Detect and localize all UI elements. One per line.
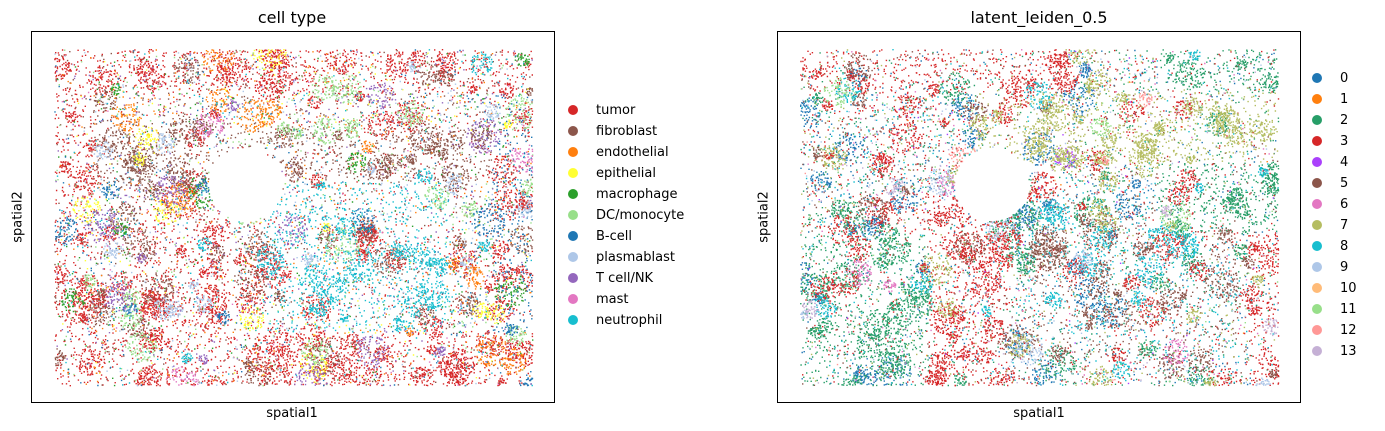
legend-label: 8 xyxy=(1340,238,1349,254)
scatter-points-tumor xyxy=(54,49,534,387)
legend-label: 3 xyxy=(1340,133,1349,149)
legend-label: 10 xyxy=(1340,280,1357,296)
legend-marker xyxy=(1312,346,1322,356)
legend-marker xyxy=(1312,178,1322,188)
legend-label: 1 xyxy=(1340,91,1349,107)
scatter-points-endothelial xyxy=(57,49,532,385)
scatter-points-t-cell-nk xyxy=(55,49,533,387)
legend-label: 4 xyxy=(1340,154,1349,170)
legend-entry-4: 4 xyxy=(1312,152,1348,172)
legend-marker xyxy=(1312,94,1322,104)
legend-marker xyxy=(1312,136,1322,146)
legend-entry-1: 1 xyxy=(1312,89,1348,109)
legend-entry-plasmablast: plasmablast xyxy=(568,247,675,267)
right-scatter xyxy=(800,49,1280,387)
left-plot-area xyxy=(31,31,555,403)
legend-label: 9 xyxy=(1340,259,1349,275)
legend-entry-fibroblast: fibroblast xyxy=(568,121,657,141)
legend-entry-11: 11 xyxy=(1312,299,1357,319)
legend-marker xyxy=(1312,220,1322,230)
legend-label: tumor xyxy=(596,102,636,118)
right-plot-area xyxy=(777,31,1301,403)
legend-label: 12 xyxy=(1340,322,1357,338)
left-legend: tumor fibroblast endothelial epithelial macr… xyxy=(568,100,708,335)
legend-label: 0 xyxy=(1340,70,1349,86)
legend-label: endothelial xyxy=(596,144,669,160)
legend-marker xyxy=(568,147,578,157)
right-x-axis-label: spatial1 xyxy=(1013,406,1065,421)
legend-marker xyxy=(568,273,578,283)
left-x-axis-label: spatial1 xyxy=(266,406,318,421)
legend-entry-endothelial: endothelial xyxy=(568,142,669,162)
legend-label: macrophage xyxy=(596,186,678,202)
legend-marker xyxy=(1312,325,1322,335)
legend-label: fibroblast xyxy=(596,123,658,139)
legend-label: 6 xyxy=(1340,196,1349,212)
legend-marker xyxy=(568,168,578,178)
legend-entry-tumor: tumor xyxy=(568,100,635,120)
legend-entry-13: 13 xyxy=(1312,341,1357,361)
legend-marker xyxy=(1312,199,1322,209)
legend-label: 11 xyxy=(1340,301,1357,317)
legend-marker xyxy=(1312,283,1322,293)
legend-label: DC/monocyte xyxy=(596,207,685,223)
legend-entry-2: 2 xyxy=(1312,110,1348,130)
legend-marker xyxy=(568,252,578,262)
legend-label: 7 xyxy=(1340,217,1349,233)
legend-label: T cell/NK xyxy=(596,270,654,286)
legend-label: 2 xyxy=(1340,112,1349,128)
scatter-points-plasmablast xyxy=(54,52,533,387)
legend-entry-0: 0 xyxy=(1312,68,1348,88)
legend-label: 5 xyxy=(1340,175,1349,191)
left-plot-title: cell type xyxy=(257,8,327,27)
legend-entry-7: 7 xyxy=(1312,215,1348,235)
legend-marker xyxy=(1312,115,1322,125)
legend-marker xyxy=(568,315,578,325)
legend-entry-t-cell-nk: T cell/NK xyxy=(568,268,653,288)
legend-marker xyxy=(1312,73,1322,83)
legend-marker xyxy=(568,105,578,115)
legend-marker xyxy=(568,210,578,220)
legend-entry-3: 3 xyxy=(1312,131,1348,151)
legend-entry-b-cell: B-cell xyxy=(568,226,632,246)
legend-marker xyxy=(568,294,578,304)
right-y-axis-label: spatial2 xyxy=(756,191,772,243)
legend-label: epithelial xyxy=(596,165,656,181)
legend-marker xyxy=(1312,241,1322,251)
legend-marker xyxy=(1312,157,1322,167)
legend-entry-8: 8 xyxy=(1312,236,1348,256)
legend-marker xyxy=(568,189,578,199)
legend-marker xyxy=(1312,304,1322,314)
legend-entry-macrophage: macrophage xyxy=(568,184,678,204)
legend-label: mast xyxy=(596,291,629,307)
legend-label: neutrophil xyxy=(596,312,663,328)
legend-marker xyxy=(568,231,578,241)
left-scatter xyxy=(54,49,534,387)
legend-entry-9: 9 xyxy=(1312,257,1348,277)
legend-marker xyxy=(1312,262,1322,272)
left-y-axis-label: spatial2 xyxy=(10,191,26,243)
legend-entry-10: 10 xyxy=(1312,278,1357,298)
right-legend: 0 1 2 3 4 5 6 7 8 9 10 11 12 13 xyxy=(1312,68,1382,363)
legend-entry-mast: mast xyxy=(568,289,629,309)
legend-marker xyxy=(568,126,578,136)
legend-entry-6: 6 xyxy=(1312,194,1348,214)
legend-entry-neutrophil: neutrophil xyxy=(568,310,662,330)
legend-entry-dc-monocyte: DC/monocyte xyxy=(568,205,684,225)
legend-label: B-cell xyxy=(596,228,632,244)
scatter-points-fibroblast xyxy=(54,49,534,387)
legend-entry-5: 5 xyxy=(1312,173,1348,193)
legend-label: 13 xyxy=(1340,343,1357,359)
legend-entry-12: 12 xyxy=(1312,320,1357,340)
legend-label: plasmablast xyxy=(596,249,675,265)
right-plot-title: latent_leiden_0.5 xyxy=(970,8,1108,27)
legend-entry-epithelial: epithelial xyxy=(568,163,656,183)
